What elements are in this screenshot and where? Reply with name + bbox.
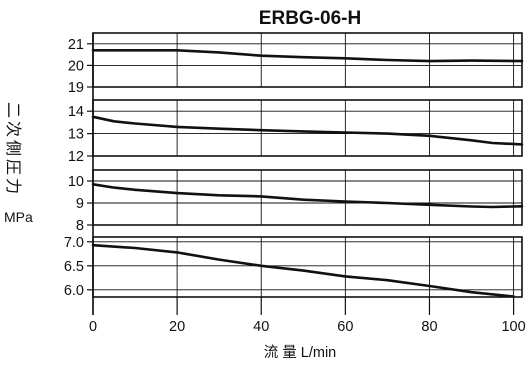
y-tick-label: 19 [68,80,84,96]
panel-4: 7.0 6.5 6.0 [64,235,523,299]
y-tick-label: 8 [76,218,84,234]
x-tick-label: 100 [501,319,525,335]
x-tick-label: 20 [169,319,185,335]
series-line-panel-2 [91,115,524,146]
series-line-panel-3 [91,183,524,209]
x-axis-label: 流 量 L/min [264,344,337,361]
series-line-panel-1 [91,49,524,63]
y-tick-label: 21 [68,37,84,53]
y-tick-label: 10 [68,174,84,190]
y-tick-label: 14 [68,104,84,120]
series-line-panel-4 [91,243,515,298]
y-tick-label: 13 [68,127,84,143]
x-tick-label: 80 [421,319,437,335]
panel-frame [92,236,523,298]
y-tick-label: 7.0 [64,235,84,251]
x-tick-label: 40 [253,319,269,335]
panel-frame [92,99,523,157]
y-tick-label: 12 [68,149,84,165]
x-tick-label: 60 [337,319,353,335]
y-tick-label: 9 [76,196,84,212]
panel-3: 10 9 8 [68,169,524,234]
y-tick-label: 6.0 [64,283,84,299]
y-axis-label: 二次側圧力 [4,102,22,197]
panel-1: 21 20 19 [68,32,524,96]
y-axis-unit: MPa [4,209,33,225]
panel-2: 14 13 12 [68,99,524,165]
y-tick-label: 6.5 [64,259,84,275]
chart-title: ERBG-06-H [259,8,361,29]
chart-panels: 21 20 19 14 13 12 10 9 87.0 6.5 6.0 0 20 40 60 80 100 [64,32,526,335]
x-tick-label: 0 [89,319,97,335]
y-tick-label: 20 [68,58,84,74]
panel-frame [92,169,523,226]
